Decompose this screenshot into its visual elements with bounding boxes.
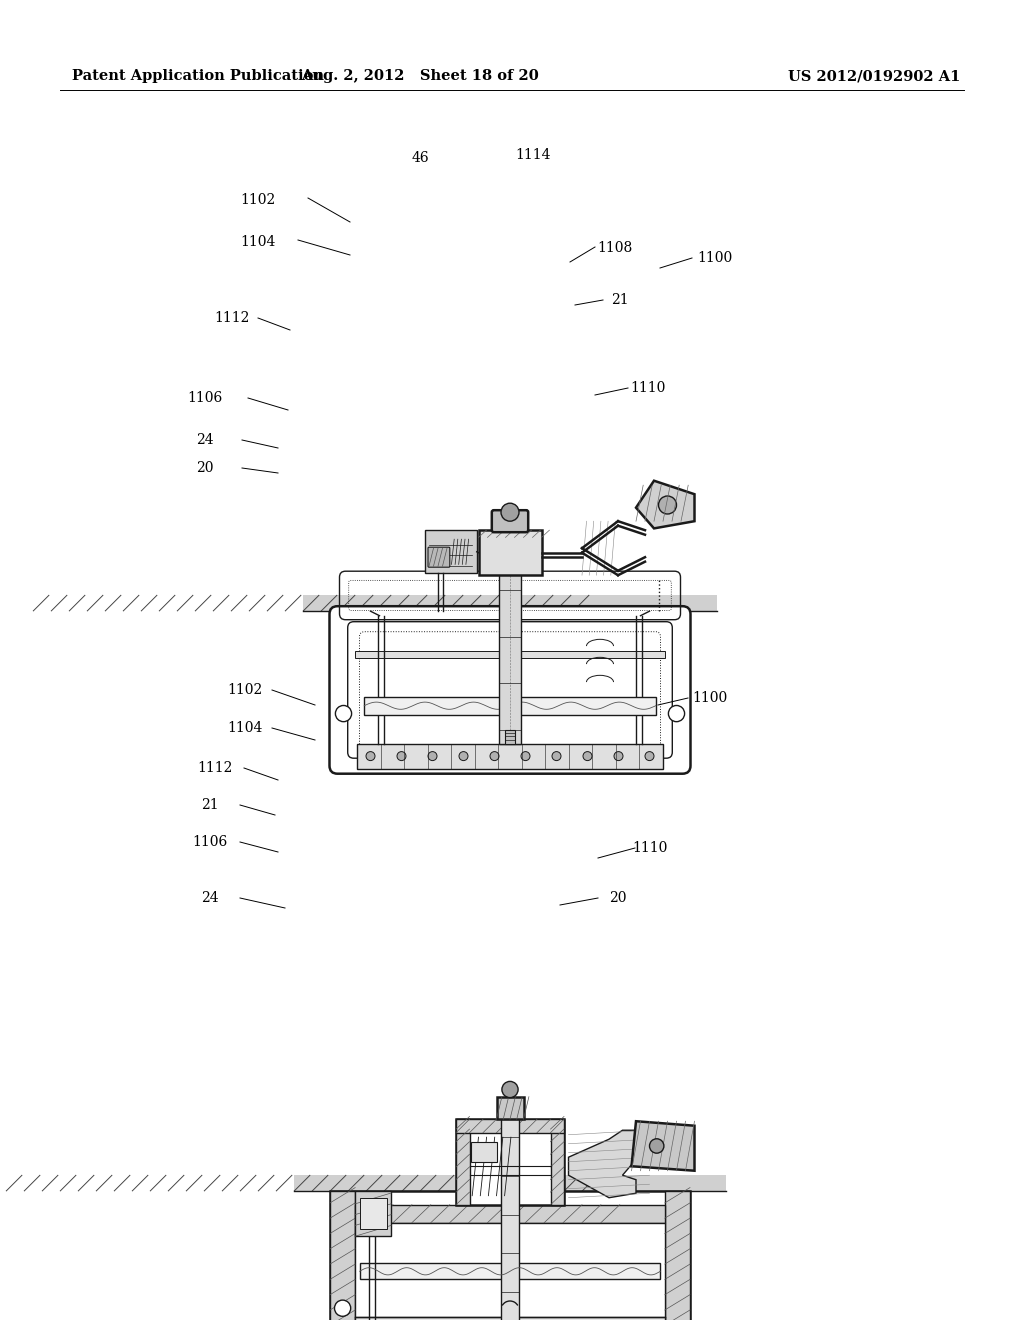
Text: 1110: 1110 bbox=[631, 381, 666, 395]
Circle shape bbox=[583, 751, 592, 760]
Bar bbox=[359, 1263, 660, 1279]
FancyBboxPatch shape bbox=[330, 606, 690, 774]
Text: 1114: 1114 bbox=[515, 148, 551, 162]
Bar bbox=[471, 1142, 497, 1162]
Bar bbox=[355, 1205, 665, 1222]
Bar bbox=[425, 531, 477, 573]
Circle shape bbox=[669, 705, 685, 722]
Bar bbox=[665, 1191, 690, 1320]
Text: 1104: 1104 bbox=[227, 721, 263, 735]
Text: 1106: 1106 bbox=[193, 836, 227, 849]
Bar bbox=[294, 1175, 726, 1191]
Polygon shape bbox=[636, 480, 694, 528]
Circle shape bbox=[649, 1139, 664, 1154]
Text: 1110: 1110 bbox=[632, 841, 668, 855]
Text: FIG. 19: FIG. 19 bbox=[478, 616, 546, 634]
Bar bbox=[500, 531, 521, 743]
Bar bbox=[505, 730, 515, 743]
Circle shape bbox=[335, 1300, 350, 1316]
Bar bbox=[303, 595, 717, 611]
Text: FIG. 20: FIG. 20 bbox=[478, 1201, 546, 1218]
Circle shape bbox=[428, 751, 437, 760]
Bar bbox=[365, 697, 655, 714]
Circle shape bbox=[645, 751, 654, 760]
Circle shape bbox=[502, 1081, 518, 1098]
Circle shape bbox=[459, 751, 468, 760]
Circle shape bbox=[490, 751, 499, 760]
Text: Aug. 2, 2012   Sheet 18 of 20: Aug. 2, 2012 Sheet 18 of 20 bbox=[301, 69, 539, 83]
Circle shape bbox=[336, 705, 351, 722]
Bar bbox=[478, 531, 542, 576]
Bar bbox=[355, 1317, 665, 1320]
Text: Patent Application Publication: Patent Application Publication bbox=[72, 69, 324, 83]
Bar bbox=[456, 1119, 564, 1133]
FancyBboxPatch shape bbox=[348, 622, 673, 758]
Text: 1108: 1108 bbox=[512, 648, 548, 663]
Text: 1102: 1102 bbox=[227, 682, 262, 697]
Bar bbox=[359, 1199, 387, 1229]
Text: 46: 46 bbox=[412, 150, 429, 165]
FancyBboxPatch shape bbox=[492, 511, 528, 532]
Text: 1102: 1102 bbox=[241, 193, 275, 207]
Bar bbox=[456, 1119, 564, 1205]
Bar bbox=[355, 1191, 391, 1237]
Text: 1112: 1112 bbox=[214, 312, 250, 325]
Text: 21: 21 bbox=[201, 799, 219, 812]
Bar bbox=[330, 1191, 690, 1320]
FancyBboxPatch shape bbox=[428, 548, 450, 568]
Bar bbox=[497, 1097, 523, 1119]
Text: 1106: 1106 bbox=[187, 391, 222, 405]
Text: 20: 20 bbox=[197, 461, 214, 475]
Polygon shape bbox=[632, 1121, 694, 1171]
Circle shape bbox=[366, 751, 375, 760]
Bar bbox=[456, 1119, 469, 1205]
Bar bbox=[501, 1119, 519, 1320]
Bar bbox=[330, 1191, 355, 1320]
Circle shape bbox=[614, 751, 623, 760]
Bar bbox=[355, 1222, 665, 1320]
Text: 1100: 1100 bbox=[697, 251, 732, 265]
Text: 21: 21 bbox=[611, 293, 629, 308]
Text: 20: 20 bbox=[609, 891, 627, 906]
Circle shape bbox=[501, 503, 519, 521]
Circle shape bbox=[521, 751, 530, 760]
Circle shape bbox=[658, 496, 677, 513]
Polygon shape bbox=[568, 1130, 649, 1197]
Text: 24: 24 bbox=[197, 433, 214, 447]
Text: 1104: 1104 bbox=[241, 235, 275, 249]
Circle shape bbox=[552, 751, 561, 760]
Bar bbox=[357, 743, 663, 768]
Bar bbox=[355, 651, 665, 659]
Bar bbox=[551, 1119, 564, 1205]
Text: 1112: 1112 bbox=[198, 762, 232, 775]
Text: US 2012/0192902 A1: US 2012/0192902 A1 bbox=[787, 69, 961, 83]
Text: 24: 24 bbox=[201, 891, 219, 906]
Text: 1108: 1108 bbox=[597, 242, 633, 255]
Circle shape bbox=[397, 751, 406, 760]
Text: 1100: 1100 bbox=[692, 690, 728, 705]
Text: 46: 46 bbox=[379, 651, 397, 665]
